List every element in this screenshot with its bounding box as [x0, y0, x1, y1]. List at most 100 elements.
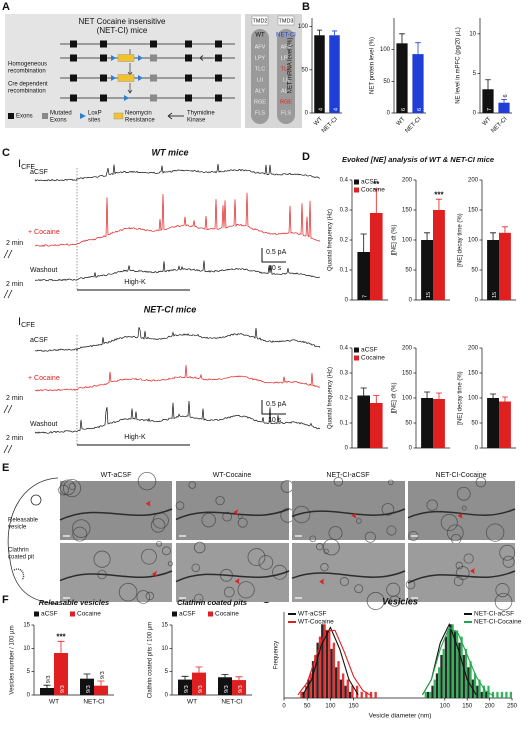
residue: FLS	[255, 110, 265, 116]
n-label: 6	[503, 94, 509, 97]
n-label: 9/3	[100, 671, 106, 679]
condition-label: + Cocaine	[28, 375, 60, 382]
exon	[215, 94, 222, 102]
histogram-bar	[323, 624, 326, 698]
legend-swatch	[8, 113, 14, 119]
bar	[499, 401, 511, 448]
micrograph-texture	[486, 523, 505, 542]
legend-label: LoxP	[88, 111, 102, 117]
legend-label: aCSF	[41, 611, 58, 618]
schematic-label: Clathrin	[8, 548, 29, 554]
panel-label: D	[302, 151, 310, 163]
y-tick-label: 5	[165, 669, 169, 675]
gene-diagram	[60, 40, 235, 102]
column-label: NET-CI-aCSF	[326, 472, 369, 479]
y-tick-label: 200	[468, 178, 479, 184]
y-tick-label: 0.2	[340, 238, 349, 244]
bar	[232, 680, 246, 695]
legend-swatch	[354, 347, 359, 353]
tmd-label: TMD2	[253, 18, 268, 24]
histogram-bar	[346, 679, 349, 698]
micrograph-texture	[175, 501, 185, 510]
y-tick-label: 100	[468, 396, 479, 402]
histogram-bar	[485, 691, 488, 698]
histogram-bar	[311, 661, 315, 698]
y-tick-label: 0.3	[340, 208, 349, 214]
x-tick-label: WT	[396, 116, 407, 127]
y-tick-label: 0.1	[340, 421, 349, 427]
x-tick-label: 100	[325, 704, 336, 710]
bar	[94, 685, 108, 695]
histogram-bar	[339, 679, 342, 698]
exon	[70, 74, 77, 82]
y-tick-label: 100	[380, 47, 391, 53]
histogram-bar	[328, 630, 331, 698]
histogram-bar	[458, 642, 461, 698]
bar	[421, 398, 433, 448]
residue: TLC	[255, 66, 265, 72]
micrograph-texture	[93, 550, 111, 568]
loxp	[124, 95, 129, 101]
interval-label: 2 min	[6, 281, 23, 288]
legend-swatch	[354, 355, 359, 361]
micrograph-texture	[188, 481, 197, 489]
y-tick-label: 0	[475, 446, 479, 452]
histogram-bar	[478, 679, 481, 698]
panel-label: E	[2, 462, 9, 474]
arrowhead	[234, 578, 240, 585]
exon	[215, 40, 222, 48]
n-label: 9/3	[60, 685, 66, 693]
histogram-bar	[435, 673, 439, 698]
histogram-bar	[426, 691, 430, 698]
interval-label: 2 min	[6, 240, 23, 247]
trace	[34, 400, 321, 434]
error-bar	[485, 79, 491, 90]
scale-bar	[261, 248, 286, 263]
micrograph-texture	[339, 577, 349, 587]
bar	[218, 677, 232, 695]
micrograph-texture	[194, 593, 204, 604]
micrograph	[408, 481, 515, 540]
arrowhead	[151, 570, 157, 577]
x-tick-label: NET-CI	[221, 699, 243, 706]
chart-title: Releasable vesicles	[39, 598, 109, 607]
micrograph-texture	[456, 486, 471, 501]
n-label: 9/3	[86, 685, 92, 693]
micrograph-texture	[455, 561, 464, 570]
y-tick-label: 50	[383, 79, 390, 85]
legend-label: WT-Cocaine	[298, 619, 334, 626]
error-bar	[435, 392, 442, 399]
x-tick-label: 0	[282, 704, 286, 710]
micrograph-texture	[323, 548, 329, 554]
micrograph-texture	[495, 583, 510, 598]
panel-label: C	[2, 147, 10, 159]
y-axis-label: Frequency	[274, 641, 280, 669]
recombination-label: Cre dependent	[8, 82, 48, 88]
legend-label: aCSF	[361, 347, 378, 354]
panel-a: NET Cocaine insensitive (NET-CI) mice Ho…	[5, 14, 302, 128]
micrograph-texture	[320, 562, 329, 572]
micrograph-texture	[475, 476, 487, 488]
residue: TLC	[281, 66, 291, 72]
y-tick-label: 0	[165, 693, 169, 699]
y-axis-label: NET protein level (%)	[370, 37, 376, 94]
residue: RGE	[254, 99, 266, 105]
x-tick-label: 200	[485, 704, 496, 710]
error-bar	[316, 29, 323, 36]
micrograph-texture	[237, 581, 255, 599]
bar	[329, 35, 340, 113]
n-label: 7	[487, 108, 493, 111]
arrowhead	[457, 512, 463, 519]
micrograph-texture	[191, 563, 200, 573]
histogram-bar	[316, 642, 319, 698]
error-bar	[97, 680, 105, 686]
error-bar	[181, 675, 189, 680]
y-axis-label: Clathrin coated pits / 100 µm	[148, 622, 154, 699]
micrograph-texture	[156, 540, 162, 547]
micrograph-texture	[145, 591, 155, 601]
histogram-bar	[438, 667, 441, 698]
panel-a-title: NET Cocaine insensitive	[78, 17, 166, 26]
bar	[370, 403, 383, 448]
micrograph-texture	[141, 548, 157, 565]
significance: ***	[56, 632, 66, 641]
